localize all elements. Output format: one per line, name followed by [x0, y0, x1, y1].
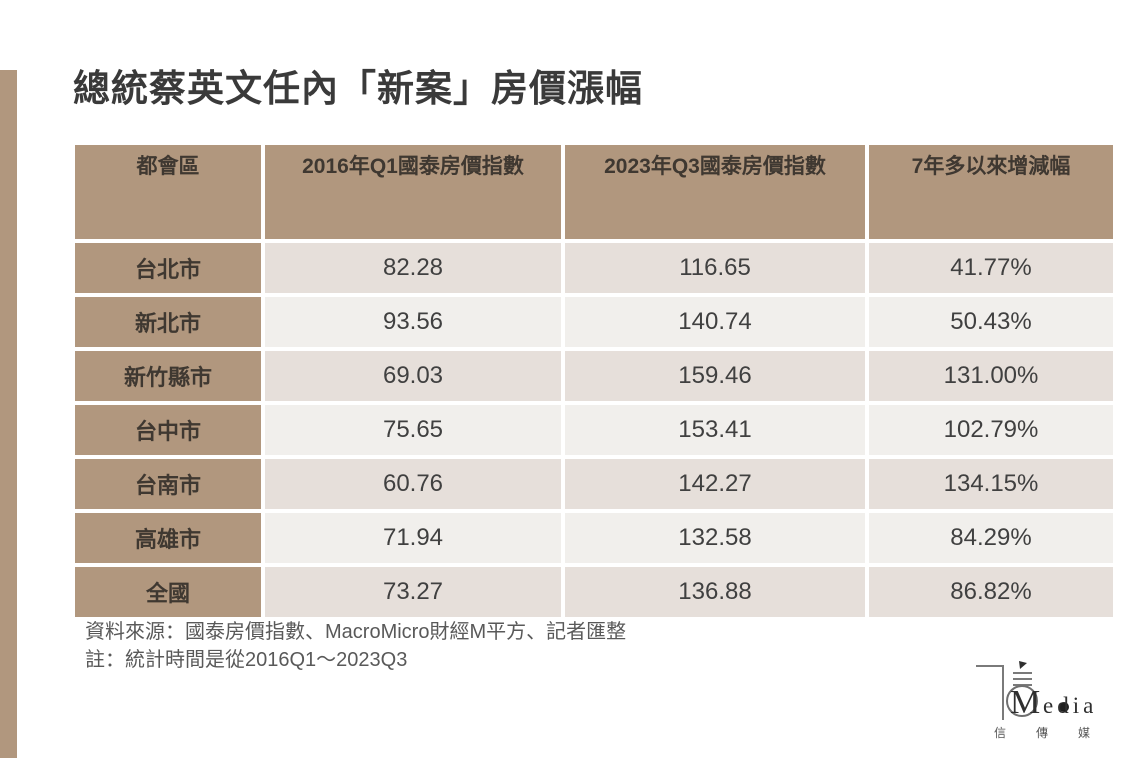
source-note: 資料來源：國泰房價指數、MacroMicro財經M平方、記者匯整	[85, 621, 627, 643]
table-cell-region: 新竹縣市	[75, 351, 261, 401]
cmedia-logo-mark: M edia	[976, 661, 1097, 721]
table-cell-value: 116.65	[565, 243, 865, 293]
table-cell-value: 140.74	[565, 297, 865, 347]
table-cell-value: 86.82%	[869, 567, 1113, 617]
table-header-2023q3: 2023年Q3國泰房價指數	[565, 145, 865, 239]
table-cell-value: 73.27	[265, 567, 561, 617]
table-cell-value: 131.00%	[869, 351, 1113, 401]
table-cell-value: 136.88	[565, 567, 865, 617]
period-note: 註：統計時間是從2016Q1～2023Q3	[85, 649, 408, 671]
table-cell-value: 50.43%	[869, 297, 1113, 347]
table-cell-value: 82.28	[265, 243, 561, 293]
table-cell-region: 高雄市	[75, 513, 261, 563]
footnotes: 資料來源：國泰房價指數、MacroMicro財經M平方、記者匯整 註：統計時間是…	[85, 618, 626, 674]
table-cell-value: 102.79%	[869, 405, 1113, 455]
table-cell-value: 132.58	[565, 513, 865, 563]
table-cell-value: 84.29%	[869, 513, 1113, 563]
table-cell-value: 134.15%	[869, 459, 1113, 509]
logo-cjk-text: 信傳媒	[994, 726, 1121, 740]
table-cell-value: 71.94	[265, 513, 561, 563]
table-cell-region: 新北市	[75, 297, 261, 347]
table-cell-value: 159.46	[565, 351, 865, 401]
logo-letters-edia: edia	[1043, 693, 1097, 718]
table-cell-value: 41.77%	[869, 243, 1113, 293]
table-cell-region: 台中市	[75, 405, 261, 455]
table-cell-value: 60.76	[265, 459, 561, 509]
table-cell-region: 全國	[75, 567, 261, 617]
house-price-table: 都會區 2016年Q1國泰房價指數 2023年Q3國泰房價指數 7年多以來增減幅…	[75, 145, 1113, 617]
table-cell-value: 142.27	[565, 459, 865, 509]
table-header-change: 7年多以來增減幅	[869, 145, 1113, 239]
table-cell-value: 75.65	[265, 405, 561, 455]
logo-letter-m: M	[1010, 684, 1040, 721]
table-cell-value: 69.03	[265, 351, 561, 401]
table-header-region: 都會區	[75, 145, 261, 239]
table-cell-region: 台北市	[75, 243, 261, 293]
left-accent-bar	[0, 70, 17, 758]
table-cell-region: 台南市	[75, 459, 261, 509]
cmedia-logo: M edia 信傳媒	[972, 658, 1112, 746]
table-header-2016q1: 2016年Q1國泰房價指數	[265, 145, 561, 239]
page-title: 總統蔡英文任內「新案」房價漲幅	[73, 68, 643, 109]
table-cell-value: 93.56	[265, 297, 561, 347]
table-cell-value: 153.41	[565, 405, 865, 455]
